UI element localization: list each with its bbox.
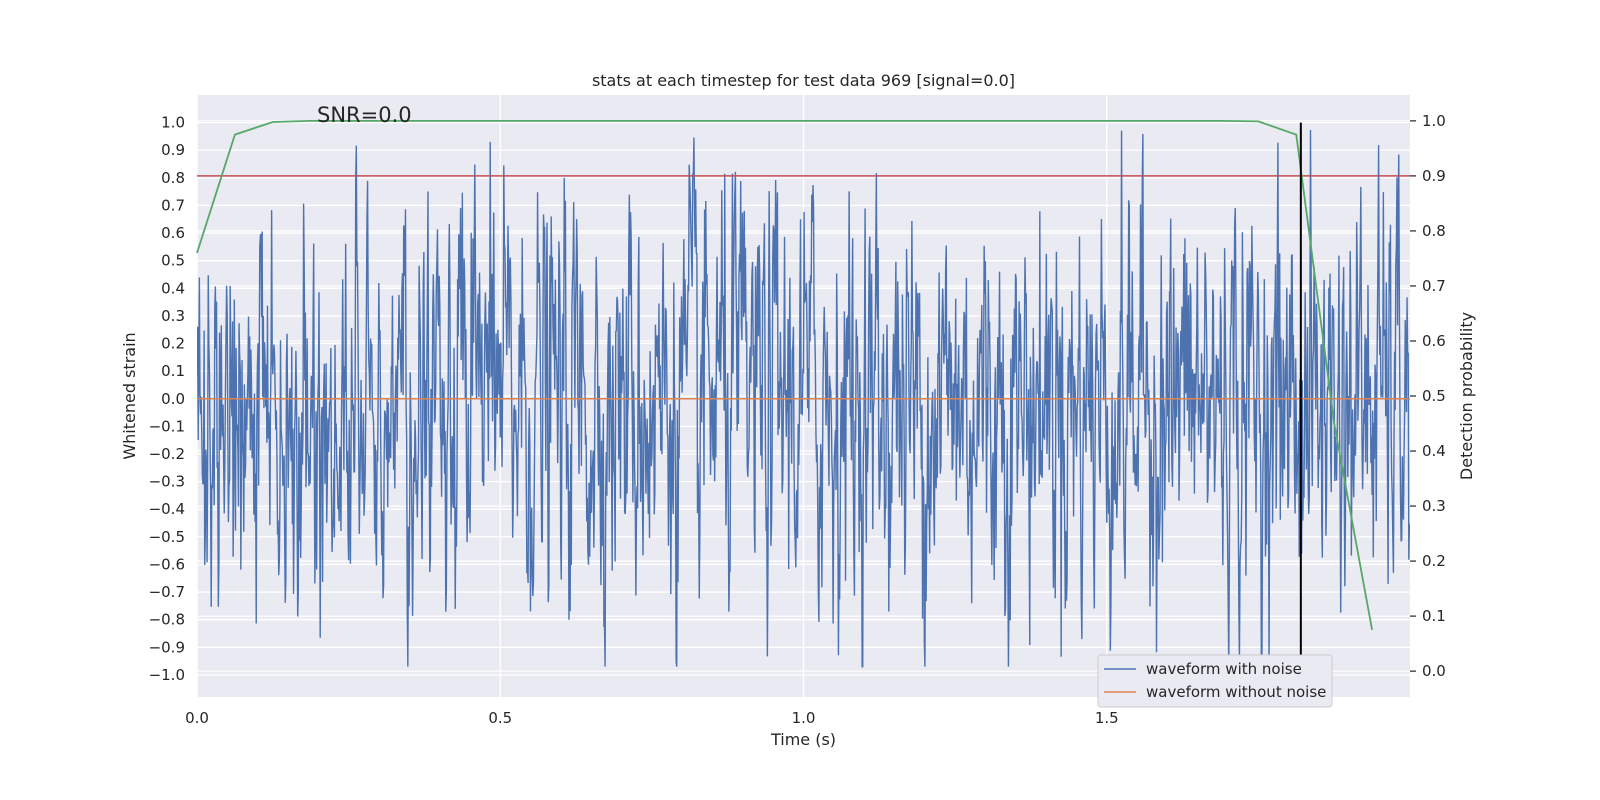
right-y-tick-label: 0.5: [1422, 387, 1446, 405]
right-y-tick-label: 0.2: [1422, 552, 1446, 570]
left-y-tick-label: 1.0: [161, 114, 185, 132]
left-y-tick-label: 0.9: [161, 141, 185, 159]
left-y-tick-label: −0.7: [149, 583, 185, 601]
legend: waveform with noise waveform without noi…: [1097, 654, 1333, 708]
right-y-tick-label: 0.4: [1422, 442, 1446, 460]
legend-label-with-noise: waveform with noise: [1146, 660, 1302, 678]
x-tick-label: 0.0: [185, 709, 209, 727]
left-y-tick-label: −0.3: [149, 473, 185, 491]
snr-annotation: SNR=0.0: [317, 103, 412, 127]
left-y-tick-label: 0.0: [161, 390, 185, 408]
right-y-tick-label: 0.1: [1422, 607, 1446, 625]
left-y-tick-label: 0.5: [161, 252, 185, 270]
legend-label-without-noise: waveform without noise: [1146, 683, 1326, 701]
x-tick-label: 1.5: [1095, 709, 1119, 727]
left-y-tick-label: −0.4: [149, 500, 185, 518]
right-y-tick-label: 0.0: [1422, 662, 1446, 680]
left-y-tick-label: −0.6: [149, 555, 185, 573]
right-y-tick-label: 0.9: [1422, 167, 1446, 185]
legend-box: [1097, 654, 1333, 708]
left-y-tick-label: 0.4: [161, 279, 185, 297]
series-layer: [196, 119, 1410, 668]
x-axis-label: Time (s): [770, 730, 836, 749]
left-y-tick-label: 0.1: [161, 362, 185, 380]
left-y-tick-label: 0.7: [161, 196, 185, 214]
x-tick-label: 0.5: [488, 709, 512, 727]
right-y-tick-label: 0.8: [1422, 222, 1446, 240]
right-y-axis-label: Detection probability: [1457, 312, 1476, 480]
series-line-detection-probability: [196, 119, 1373, 631]
left-y-tick-label: −0.5: [149, 528, 185, 546]
left-y-tick-label: 0.2: [161, 335, 185, 353]
left-y-tick-label: −0.8: [149, 611, 185, 629]
chart-title: stats at each timestep for test data 969…: [592, 71, 1015, 90]
left-y-ticks: 1.0 0.9 0.8 0.7 0.6 0.5 0.4 0.3 0.2 0.1 0.0 −0.1 −0.…: [149, 114, 185, 684]
left-y-tick-label: −1.0: [149, 666, 185, 684]
x-tick-label: 1.0: [792, 709, 816, 727]
left-y-tick-label: 0.6: [161, 224, 185, 242]
right-y-tick-label: 0.3: [1422, 497, 1446, 515]
right-y-tick-label: 0.7: [1422, 277, 1446, 295]
left-y-axis-label: Whitened strain: [120, 332, 139, 459]
right-y-tick-label: 1.0: [1422, 112, 1446, 130]
right-y-ticks: 1.0 0.9 0.8 0.7 0.6 0.5 0.4 0.3 0.2 0.1 0.0: [1410, 112, 1446, 680]
right-y-tick-label: 0.6: [1422, 332, 1446, 350]
left-y-tick-label: −0.1: [149, 417, 185, 435]
left-y-tick-label: 0.3: [161, 307, 185, 325]
x-ticks: 0.0 0.5 1.0 1.5: [185, 709, 1119, 727]
left-y-tick-label: −0.2: [149, 445, 185, 463]
left-y-tick-label: 0.8: [161, 169, 185, 187]
series-line-with-noise: [197, 130, 1410, 668]
left-y-tick-label: −0.9: [149, 638, 185, 656]
